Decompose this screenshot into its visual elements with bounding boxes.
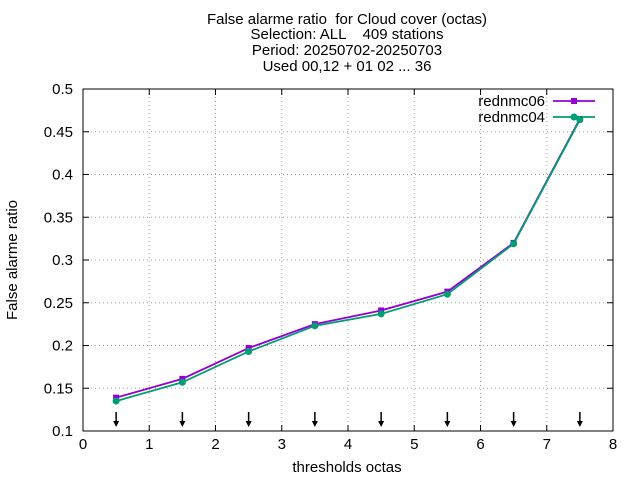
data-point-rednmc04 bbox=[443, 290, 451, 298]
y-tick-label: 0.15 bbox=[44, 380, 73, 397]
data-point-rednmc04 bbox=[377, 310, 385, 318]
grid-lines bbox=[83, 89, 613, 431]
arrow-head bbox=[576, 421, 583, 427]
threshold-arrows bbox=[113, 412, 583, 427]
x-tick-label: 4 bbox=[344, 436, 352, 453]
legend-marker-rednmc06 bbox=[571, 98, 577, 104]
chart-title-line-1: False alarme ratio for Cloud cover (octa… bbox=[206, 11, 488, 28]
arrow-head bbox=[179, 421, 186, 427]
arrow-head bbox=[113, 421, 120, 427]
y-tick-label: 0.4 bbox=[52, 167, 73, 184]
y-tick-label: 0.3 bbox=[52, 252, 73, 269]
legend-label-rednmc06: rednmc06 bbox=[478, 93, 545, 110]
data-point-rednmc04 bbox=[245, 347, 253, 355]
arrow-head bbox=[378, 421, 385, 427]
x-tick-label: 5 bbox=[410, 436, 418, 453]
data-point-rednmc04 bbox=[576, 116, 584, 124]
arrow-head bbox=[311, 421, 318, 427]
x-tick-label: 2 bbox=[211, 436, 219, 453]
arrow-head bbox=[444, 421, 451, 427]
x-axis-label: thresholds octas bbox=[292, 459, 401, 476]
data-point-rednmc04 bbox=[112, 397, 120, 405]
series-line-rednmc06 bbox=[115, 118, 581, 399]
axis-ticks: 0 1 2 3 4 5 6 7 8 0.1 0.15 0.2 0.25 0.3 0.35 0.4 0.45 0.5 bbox=[44, 81, 617, 453]
data-point-rednmc04 bbox=[178, 378, 186, 386]
data-point-rednmc04 bbox=[510, 240, 518, 248]
y-tick-label: 0.5 bbox=[52, 81, 73, 98]
x-tick-label: 7 bbox=[543, 436, 551, 453]
arrow-head bbox=[245, 421, 252, 427]
x-tick-label: 1 bbox=[145, 436, 153, 453]
x-tick-label: 0 bbox=[79, 436, 87, 453]
y-tick-label: 0.2 bbox=[52, 338, 73, 355]
x-tick-label: 8 bbox=[609, 436, 617, 453]
chart-title-line-2: Selection: ALL 409 stations bbox=[250, 26, 444, 43]
series-group bbox=[112, 115, 584, 405]
y-tick-label: 0.25 bbox=[44, 295, 73, 312]
arrow-head bbox=[510, 421, 517, 427]
x-tick-label: 3 bbox=[278, 436, 286, 453]
y-axis-label: False alarme ratio bbox=[4, 200, 21, 320]
data-point-rednmc04 bbox=[311, 322, 319, 330]
series-line-rednmc04 bbox=[115, 119, 581, 402]
y-tick-label: 0.35 bbox=[44, 209, 73, 226]
legend-marker-rednmc04 bbox=[570, 113, 578, 121]
chart-title-line-3: Period: 20250702-20250703 bbox=[251, 42, 443, 59]
legend-label-rednmc04: rednmc04 bbox=[478, 109, 545, 126]
x-tick-label: 6 bbox=[476, 436, 484, 453]
y-tick-label: 0.45 bbox=[44, 124, 73, 141]
y-tick-label: 0.1 bbox=[52, 423, 73, 440]
chart-title-line-4: Used 00,12 + 01 02 ... 36 bbox=[262, 58, 432, 75]
